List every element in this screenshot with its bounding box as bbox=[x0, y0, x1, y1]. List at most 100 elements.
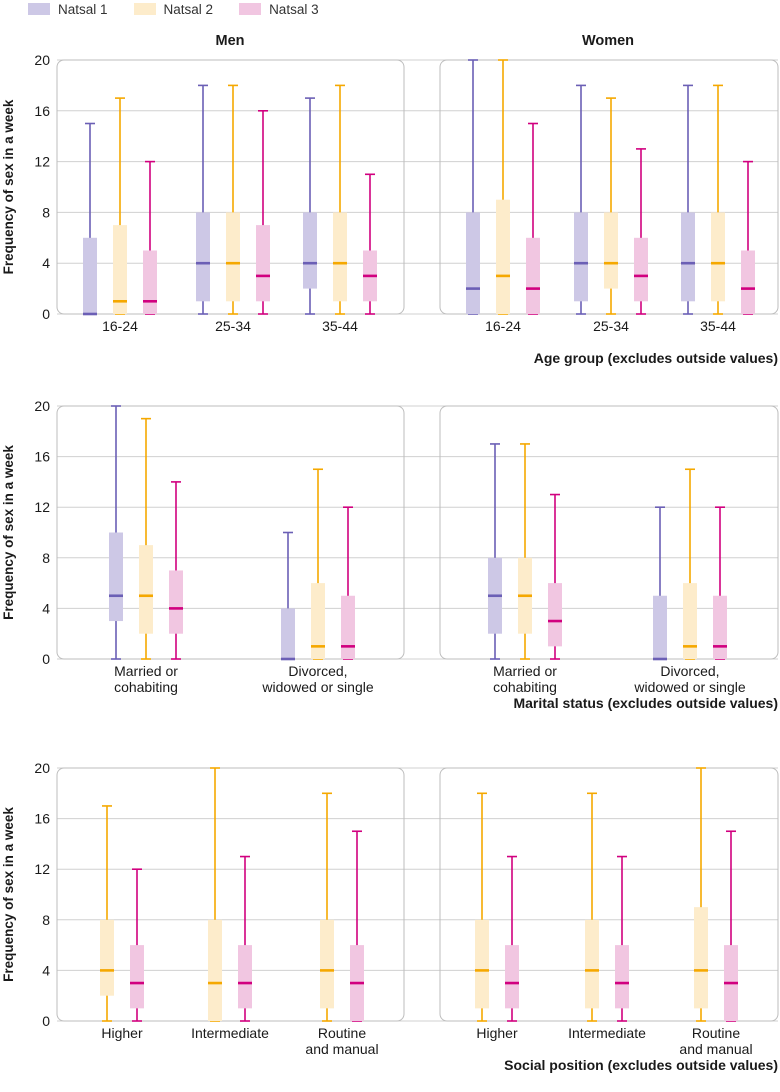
y-tick-label: 8 bbox=[42, 550, 50, 566]
legend-swatch bbox=[133, 3, 156, 15]
x-tick-label: and manual bbox=[305, 1041, 378, 1057]
x-axis-title: Social position (excludes outside values… bbox=[504, 1057, 778, 1073]
x-tick-label: Divorced, bbox=[660, 663, 719, 679]
legend-swatch bbox=[28, 3, 50, 15]
iqr-box bbox=[256, 225, 270, 302]
iqr-box bbox=[109, 532, 123, 622]
iqr-box bbox=[281, 608, 295, 659]
legend-item-natsal-1: Natsal 1 bbox=[28, 0, 108, 18]
box-women-higher-natsal-3 bbox=[505, 855, 519, 1022]
x-tick-label: Divorced, bbox=[288, 663, 347, 679]
legend-item-natsal-2: Natsal 2 bbox=[133, 0, 213, 18]
box-men-married-or-cohabiting-natsal-2 bbox=[139, 417, 153, 660]
box-men-divorced-widowed-or-single-natsal-2 bbox=[311, 468, 325, 660]
box-women-married-or-cohabiting-natsal-3 bbox=[548, 493, 562, 660]
iqr-box bbox=[683, 583, 697, 659]
box-men-16-24-natsal-2 bbox=[113, 97, 127, 315]
y-tick-label: 8 bbox=[42, 912, 50, 928]
plot-frame bbox=[439, 405, 779, 660]
y-tick-label: 16 bbox=[34, 449, 50, 465]
box-men-divorced-widowed-or-single-natsal-1 bbox=[281, 531, 295, 661]
iqr-box bbox=[574, 212, 588, 302]
iqr-box bbox=[711, 212, 725, 302]
iqr-box bbox=[615, 945, 629, 1009]
iqr-box bbox=[333, 212, 347, 302]
box-women-divorced-widowed-or-single-natsal-3 bbox=[713, 506, 727, 660]
box-women-25-34-natsal-1 bbox=[574, 84, 588, 315]
box-women-married-or-cohabiting-natsal-2 bbox=[518, 443, 532, 660]
iqr-box bbox=[466, 212, 480, 314]
box-men-35-44-natsal-1 bbox=[303, 97, 317, 315]
box-women-routine-and-manual-natsal-3 bbox=[724, 830, 738, 1022]
iqr-box bbox=[341, 595, 355, 659]
box-men-25-34-natsal-1 bbox=[196, 84, 210, 315]
box-men-divorced-widowed-or-single-natsal-3 bbox=[341, 506, 355, 660]
plot-frame bbox=[56, 405, 405, 660]
box-women-16-24-natsal-1 bbox=[466, 59, 480, 315]
legend-item-natsal-3: Natsal 3 bbox=[239, 0, 319, 18]
legend-label: Natsal 1 bbox=[58, 1, 108, 17]
box-men-35-44-natsal-2 bbox=[333, 84, 347, 315]
box-women-intermediate-natsal-3 bbox=[615, 855, 629, 1022]
iqr-box bbox=[130, 945, 144, 1009]
y-tick-label: 12 bbox=[34, 861, 50, 877]
box-men-higher-natsal-3 bbox=[130, 868, 144, 1022]
x-tick-label: 25-34 bbox=[593, 318, 629, 334]
x-tick-label: Routine bbox=[318, 1025, 366, 1041]
iqr-box bbox=[585, 919, 599, 1009]
box-women-routine-and-manual-natsal-2 bbox=[694, 767, 708, 1022]
chart-legend: Natsal 1 Natsal 2 Natsal 3 bbox=[28, 0, 319, 18]
iqr-box bbox=[505, 945, 519, 1009]
x-tick-label: Married or bbox=[493, 663, 557, 679]
legend-label: Natsal 3 bbox=[269, 1, 319, 17]
x-tick-label: 35-44 bbox=[322, 318, 358, 334]
y-tick-label: 12 bbox=[34, 154, 50, 170]
iqr-box bbox=[226, 212, 240, 302]
x-tick-label: Higher bbox=[476, 1025, 518, 1041]
iqr-box bbox=[238, 945, 252, 1009]
y-tick-label: 8 bbox=[42, 204, 50, 220]
x-tick-label: Married or bbox=[114, 663, 178, 679]
y-tick-label: 20 bbox=[34, 52, 50, 68]
box-men-married-or-cohabiting-natsal-3 bbox=[169, 481, 183, 660]
group-title-women: Women bbox=[582, 33, 634, 49]
iqr-box bbox=[100, 919, 114, 996]
box-women-35-44-natsal-2 bbox=[711, 84, 725, 315]
iqr-box bbox=[548, 583, 562, 647]
box-men-intermediate-natsal-3 bbox=[238, 855, 252, 1022]
y-tick-label: 20 bbox=[34, 398, 50, 414]
y-tick-label: 4 bbox=[42, 255, 50, 271]
box-women-married-or-cohabiting-natsal-1 bbox=[488, 443, 502, 660]
x-tick-label: and manual bbox=[679, 1041, 752, 1057]
iqr-box bbox=[475, 919, 489, 1009]
iqr-box bbox=[169, 570, 183, 634]
chart-panel-3: 0 4 8 12 16 20 Frequency of sex in a week Socia… bbox=[1, 760, 779, 1073]
box-men-intermediate-natsal-2 bbox=[208, 767, 222, 1022]
iqr-box bbox=[303, 212, 317, 289]
plot-frame bbox=[439, 767, 779, 1022]
box-men-routine-and-manual-natsal-3 bbox=[350, 830, 364, 1022]
box-women-divorced-widowed-or-single-natsal-2 bbox=[683, 468, 697, 660]
plot-frame bbox=[56, 767, 405, 1022]
iqr-box bbox=[139, 545, 153, 634]
y-tick-label: 4 bbox=[42, 600, 50, 616]
x-tick-label: cohabiting bbox=[493, 679, 557, 695]
x-tick-label: widowed or single bbox=[633, 679, 745, 695]
x-tick-label: 25-34 bbox=[215, 318, 251, 334]
iqr-box bbox=[311, 583, 325, 659]
box-men-35-44-natsal-3 bbox=[363, 173, 377, 315]
iqr-box bbox=[83, 237, 97, 314]
box-men-16-24-natsal-3 bbox=[143, 160, 157, 315]
box-men-higher-natsal-2 bbox=[100, 805, 114, 1022]
box-women-16-24-natsal-2 bbox=[496, 59, 510, 315]
x-tick-label: 35-44 bbox=[700, 318, 736, 334]
y-tick-label: 0 bbox=[42, 1013, 50, 1029]
y-axis-title: Frequency of sex in a week bbox=[1, 807, 16, 982]
iqr-box bbox=[208, 919, 222, 1021]
chart-panel-1: 0 4 8 12 16 20 Frequency of sex in a week Age g… bbox=[1, 33, 779, 366]
y-axis-title: Frequency of sex in a week bbox=[1, 99, 16, 274]
box-women-35-44-natsal-3 bbox=[741, 160, 755, 315]
box-women-intermediate-natsal-2 bbox=[585, 792, 599, 1022]
iqr-box bbox=[713, 595, 727, 659]
x-tick-label: Intermediate bbox=[568, 1025, 646, 1041]
